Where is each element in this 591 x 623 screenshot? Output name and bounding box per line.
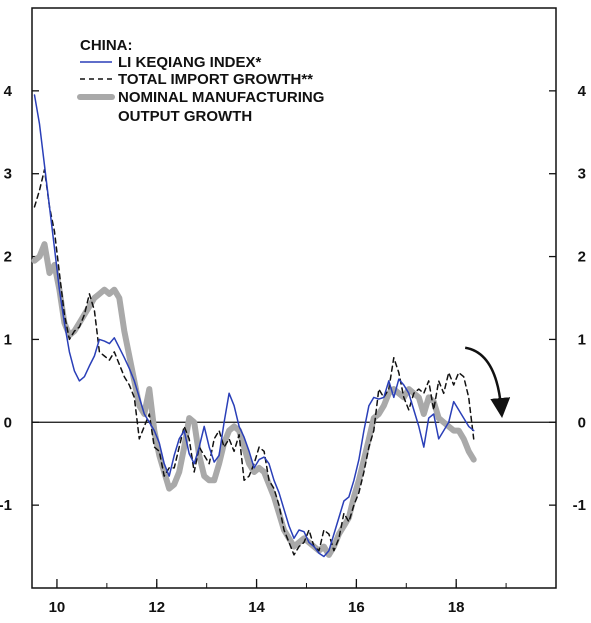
legend-label-li-keqiang: LI KEQIANG INDEX* [118, 54, 262, 71]
y-tick-label-left: -1 [0, 497, 12, 514]
y-tick-label-right: 2 [578, 249, 586, 266]
legend-label-import-growth: TOTAL IMPORT GROWTH** [118, 71, 313, 88]
trend-arrow [464, 346, 511, 418]
y-tick-label-left: 4 [4, 83, 13, 100]
x-tick-label: 10 [49, 599, 66, 616]
line-li-keqiang-index [33, 94, 475, 558]
legend-label-manufacturing-cont: OUTPUT GROWTH [118, 108, 252, 125]
legend: CHINA: LI KEQIANG INDEX* TOTAL IMPORT GR… [77, 37, 324, 125]
series-layer [31, 94, 477, 558]
x-ticks: 10 12 14 16 18 [49, 579, 557, 616]
x-tick-label: 18 [448, 599, 465, 616]
y-tick-label-left: 1 [4, 331, 12, 348]
y-tick-label-right: 0 [578, 414, 586, 431]
x-tick-label: 16 [348, 599, 365, 616]
line-nominal-manufacturing-output [31, 241, 477, 558]
plot-frame [31, 7, 557, 589]
x-tick-label: 12 [148, 599, 165, 616]
y-tick-label-right: 4 [578, 83, 587, 100]
y-ticks-right: -1 0 1 2 3 4 [549, 83, 587, 514]
y-tick-label-right: 1 [578, 331, 586, 348]
line-total-import-growth [33, 168, 475, 556]
y-tick-label-left: 3 [4, 166, 12, 183]
y-tick-label-left: 2 [4, 249, 12, 266]
x-tick-label: 14 [248, 599, 265, 616]
legend-label-manufacturing: NOMINAL MANUFACTURING [118, 89, 324, 106]
y-tick-label-right: 3 [578, 166, 586, 183]
y-tick-label-right: -1 [573, 497, 586, 514]
y-tick-label-left: 0 [4, 414, 12, 431]
chart-title: CHINA: [80, 37, 133, 54]
y-ticks-left: -1 0 1 2 3 4 [0, 83, 39, 514]
